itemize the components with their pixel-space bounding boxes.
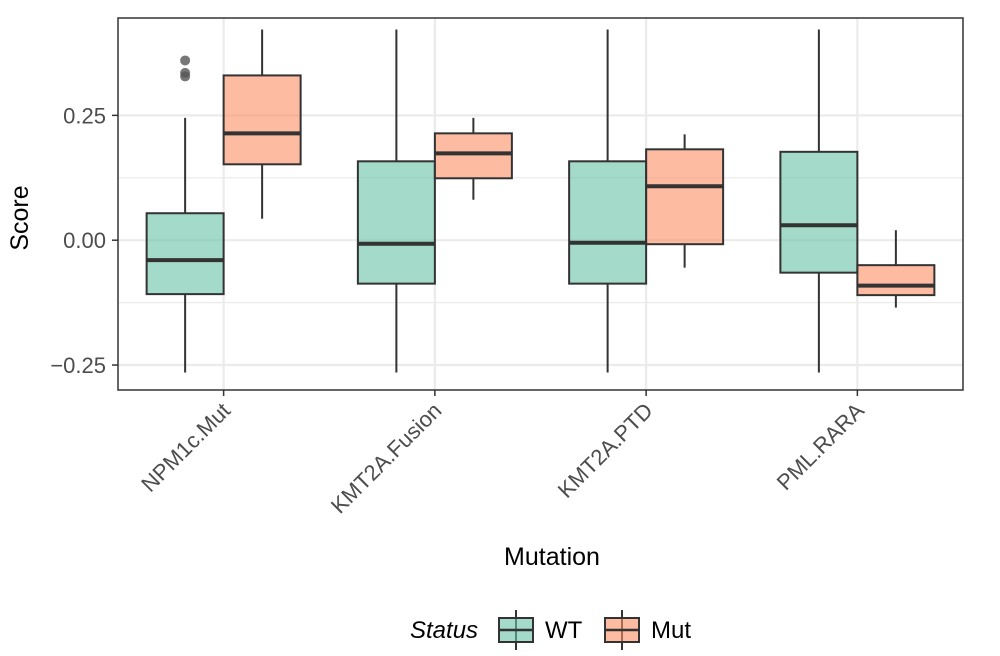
box-body xyxy=(856,264,936,297)
box-mut-npm1c-mut xyxy=(222,29,302,219)
x-axis-title: Mutation xyxy=(504,543,600,571)
x-tick-label: KMT2A.Fusion xyxy=(326,398,447,519)
box-mut-kmt2a-ptd xyxy=(645,134,725,268)
box-body xyxy=(779,150,859,274)
box-body xyxy=(645,148,725,246)
box-wt-kmt2a-fusion xyxy=(356,29,436,373)
x-tick-label: KMT2A.PTD xyxy=(553,398,658,503)
legend-label: WT xyxy=(545,617,583,644)
boxes xyxy=(145,29,936,373)
legend-item-mut: Mut xyxy=(604,610,691,650)
box-wt-npm1c-mut xyxy=(145,55,225,373)
box-body xyxy=(222,74,302,166)
box-body xyxy=(145,212,225,296)
box-wt-pml-rara xyxy=(779,29,859,373)
box-body xyxy=(433,132,513,180)
legend-title: Status xyxy=(410,617,478,644)
box-mut-kmt2a-fusion xyxy=(433,117,513,200)
legend: Status WT Mut xyxy=(410,610,691,650)
box-mut-pml-rara xyxy=(856,230,936,308)
box-body xyxy=(568,160,648,285)
y-tick-label: 0.00 xyxy=(63,228,106,253)
y-axis-title: Score xyxy=(6,185,34,250)
panel-border xyxy=(117,17,964,391)
legend-label: Mut xyxy=(651,617,691,644)
y-tick-label: −0.25 xyxy=(50,353,106,378)
x-tick-label: PML.RARA xyxy=(772,398,869,495)
box-wt-kmt2a-ptd xyxy=(568,29,648,373)
outlier-point xyxy=(180,55,191,66)
box-body xyxy=(356,160,436,285)
y-tick-label: 0.25 xyxy=(63,103,106,128)
outlier-point xyxy=(180,71,191,82)
x-tick-label: NPM1c.Mut xyxy=(136,398,235,497)
legend-item-wt: WT xyxy=(498,610,583,650)
